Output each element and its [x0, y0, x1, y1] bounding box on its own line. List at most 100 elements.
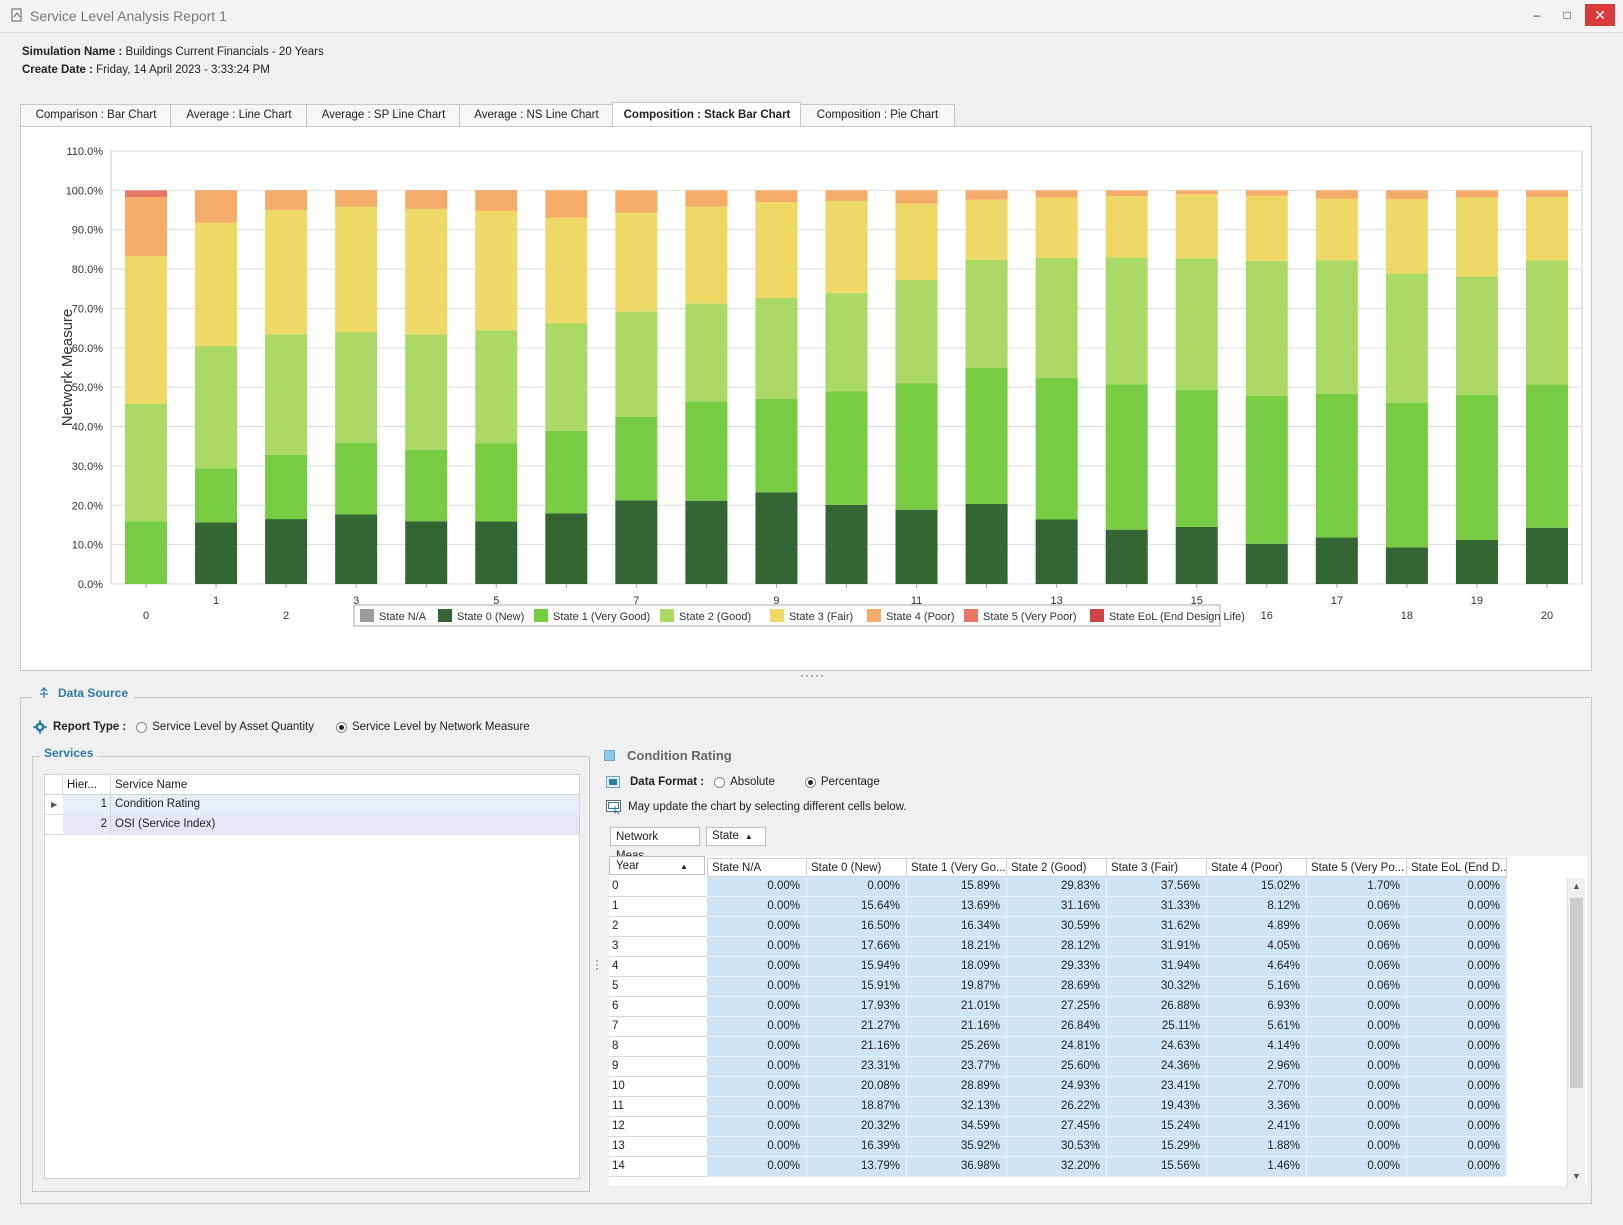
value-cell[interactable]: 23.41% — [1107, 1077, 1207, 1097]
bar-segment[interactable] — [265, 209, 308, 335]
bar-segment[interactable] — [825, 391, 868, 505]
year-row-label[interactable]: 3 — [609, 937, 707, 957]
value-cell[interactable]: 0.06% — [1307, 977, 1407, 997]
bar-segment[interactable] — [685, 401, 728, 501]
bar-segment[interactable] — [195, 345, 238, 469]
bar-segment[interactable] — [1455, 276, 1498, 396]
bar-segment[interactable] — [755, 202, 798, 298]
year-row-label[interactable]: 4 — [609, 957, 707, 977]
value-cell[interactable]: 31.16% — [1007, 897, 1107, 917]
bar-segment[interactable] — [335, 332, 378, 443]
bar-segment[interactable] — [1175, 258, 1218, 390]
value-cell[interactable]: 24.93% — [1007, 1077, 1107, 1097]
value-cell[interactable]: 16.39% — [807, 1137, 907, 1157]
scroll-down-icon[interactable]: ▼ — [1572, 1171, 1581, 1181]
legend-entry[interactable]: State 2 (Good) — [679, 611, 751, 623]
value-cell[interactable]: 31.33% — [1107, 897, 1207, 917]
value-cell[interactable]: 16.50% — [807, 917, 907, 937]
bar-segment[interactable] — [405, 190, 448, 209]
value-cell[interactable]: 18.09% — [907, 957, 1007, 977]
value-cell[interactable]: 28.12% — [1007, 937, 1107, 957]
bar-segment[interactable] — [1525, 527, 1568, 584]
value-cell[interactable]: 0.00% — [707, 1117, 807, 1137]
bar-segment[interactable] — [545, 190, 588, 218]
bar-segment[interactable] — [1385, 190, 1428, 200]
bar-segment[interactable] — [1035, 378, 1078, 520]
bar-segment[interactable] — [1455, 197, 1498, 277]
bar-segment[interactable] — [615, 416, 658, 501]
value-cell[interactable]: 15.02% — [1207, 877, 1307, 897]
value-cell[interactable]: 31.94% — [1107, 957, 1207, 977]
value-cell[interactable]: 29.33% — [1007, 957, 1107, 977]
year-row-label[interactable]: 2 — [609, 917, 707, 937]
bar-segment[interactable] — [895, 280, 938, 384]
state-column-header[interactable]: State EoL (End D... — [1407, 858, 1507, 877]
bar-segment[interactable] — [125, 256, 168, 405]
bar-segment[interactable] — [125, 521, 168, 584]
bar-segment[interactable] — [965, 504, 1008, 584]
bar-segment[interactable] — [1035, 519, 1078, 584]
panel-splitter[interactable]: ····· — [800, 668, 825, 682]
value-cell[interactable]: 5.16% — [1207, 977, 1307, 997]
bar-segment[interactable] — [545, 323, 588, 431]
value-cell[interactable]: 27.45% — [1007, 1117, 1107, 1137]
value-cell[interactable]: 1.70% — [1307, 877, 1407, 897]
value-cell[interactable]: 0.00% — [1407, 1017, 1507, 1037]
pivot-grid[interactable]: Year ▲ State N/A State 0 (New) State 1 (Ve… — [609, 856, 1587, 1186]
value-cell[interactable]: 32.13% — [907, 1097, 1007, 1117]
scroll-up-icon[interactable]: ▲ — [1572, 881, 1581, 891]
bar-segment[interactable] — [1315, 260, 1358, 394]
value-cell[interactable]: 24.36% — [1107, 1057, 1207, 1077]
value-cell[interactable]: 28.69% — [1007, 977, 1107, 997]
year-row-label[interactable]: 5 — [609, 977, 707, 997]
bar-segment[interactable] — [895, 203, 938, 281]
value-cell[interactable]: 23.31% — [807, 1057, 907, 1077]
bar-segment[interactable] — [1245, 190, 1288, 196]
state-column-header[interactable]: State 4 (Poor) — [1207, 858, 1307, 877]
value-cell[interactable]: 30.59% — [1007, 917, 1107, 937]
value-cell[interactable]: 13.79% — [807, 1157, 907, 1177]
bar-segment[interactable] — [1245, 195, 1288, 261]
value-cell[interactable]: 15.94% — [807, 957, 907, 977]
data-source-header[interactable]: Data Source — [32, 686, 135, 700]
bar-segment[interactable] — [1035, 197, 1078, 258]
bar-segment[interactable] — [335, 190, 378, 207]
bar-segment[interactable] — [1385, 273, 1428, 403]
bar-segment[interactable] — [825, 504, 868, 584]
year-row-label[interactable]: 11 — [609, 1097, 707, 1117]
value-cell[interactable]: 0.00% — [707, 897, 807, 917]
tab-composition-pie[interactable]: Composition : Pie Chart — [800, 104, 955, 126]
bar-segment[interactable] — [685, 500, 728, 584]
bar-segment[interactable] — [1455, 190, 1498, 198]
bar-segment[interactable] — [1105, 196, 1148, 258]
bar-segment[interactable] — [195, 190, 238, 223]
bar-segment[interactable] — [615, 190, 658, 213]
value-cell[interactable]: 0.00% — [1307, 1157, 1407, 1177]
bar-segment[interactable] — [1105, 384, 1148, 530]
value-cell[interactable]: 36.98% — [907, 1157, 1007, 1177]
value-cell[interactable]: 27.25% — [1007, 997, 1107, 1017]
bar-segment[interactable] — [755, 492, 798, 584]
bar-segment[interactable] — [265, 334, 308, 455]
value-cell[interactable]: 35.92% — [907, 1137, 1007, 1157]
bar-segment[interactable] — [1175, 389, 1218, 527]
value-cell[interactable]: 2.41% — [1207, 1117, 1307, 1137]
state-column-header[interactable]: State 2 (Good) — [1007, 858, 1107, 877]
value-cell[interactable]: 0.00% — [1407, 877, 1507, 897]
service-row-1[interactable]: ▶ 1 Condition Rating — [45, 795, 579, 815]
value-cell[interactable]: 30.53% — [1007, 1137, 1107, 1157]
bar-segment[interactable] — [1175, 190, 1218, 195]
bar-segment[interactable] — [405, 334, 448, 451]
bar-segment[interactable] — [1035, 190, 1078, 198]
value-cell[interactable]: 29.83% — [1007, 877, 1107, 897]
value-cell[interactable]: 0.00% — [1407, 897, 1507, 917]
close-button[interactable]: ✕ — [1585, 4, 1615, 26]
bar-segment[interactable] — [1525, 260, 1568, 385]
vertical-scrollbar[interactable]: ▲ ▼ — [1567, 878, 1585, 1186]
value-cell[interactable]: 5.61% — [1207, 1017, 1307, 1037]
year-row-label[interactable]: 10 — [609, 1077, 707, 1097]
value-cell[interactable]: 31.91% — [1107, 937, 1207, 957]
bar-segment[interactable] — [475, 190, 518, 211]
services-grid[interactable]: Hier... ▲ Service Name ▶ 1 Condition Rat… — [44, 774, 580, 1179]
value-cell[interactable]: 17.66% — [807, 937, 907, 957]
